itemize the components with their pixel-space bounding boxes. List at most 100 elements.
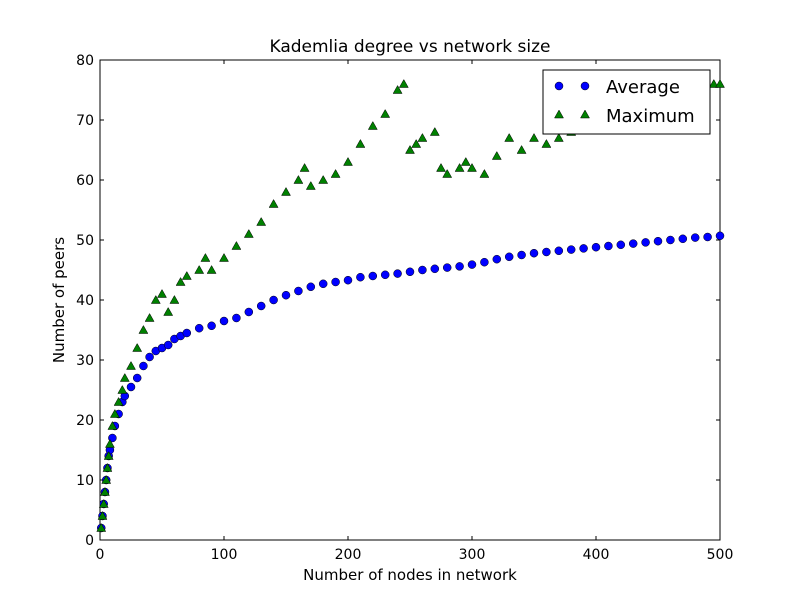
average-point <box>517 250 526 260</box>
maximum-point <box>708 78 719 88</box>
maximum-point <box>97 510 108 520</box>
average-point <box>455 262 464 271</box>
chart-title: Kademlia degree vs network size <box>269 37 550 57</box>
average-point <box>269 295 278 305</box>
maximum-point <box>104 438 115 448</box>
maximum-point <box>405 144 415 154</box>
series-layer <box>96 78 725 533</box>
maximum-point <box>100 486 110 496</box>
maximum-point <box>429 126 440 136</box>
average-point <box>442 263 452 272</box>
average-point <box>703 232 712 242</box>
average-point <box>430 264 440 274</box>
maximum-point <box>343 156 353 166</box>
y-tick-label: 70 <box>76 113 94 129</box>
average-point <box>504 252 514 262</box>
average-point <box>418 265 427 275</box>
maximum-point <box>541 138 552 148</box>
maximum-point <box>293 174 304 184</box>
x-tick-label: 200 <box>335 547 362 563</box>
y-tick-label: 80 <box>76 53 94 69</box>
maximum-point <box>392 84 403 94</box>
maximum-point <box>181 270 192 280</box>
average-point <box>281 290 291 300</box>
maximum-point <box>417 132 428 142</box>
maximum-point <box>117 384 128 394</box>
average-point <box>343 275 353 285</box>
maximum-point <box>442 168 453 178</box>
maximum-point <box>96 522 107 532</box>
average-point <box>145 352 154 362</box>
average-point <box>542 247 551 257</box>
average-point <box>306 282 316 292</box>
maximum-point <box>460 156 471 166</box>
average-point <box>628 239 638 248</box>
average-point <box>244 307 254 317</box>
legend-marker-average <box>580 81 590 91</box>
maximum-point <box>715 78 725 88</box>
x-axis: 0 100 200 300 400 500 <box>96 60 734 563</box>
maximum-point <box>107 420 118 430</box>
average-point <box>207 321 216 331</box>
maximum-point <box>126 360 136 370</box>
maximum-point <box>109 408 120 418</box>
maximum-point <box>318 174 329 184</box>
average-point <box>554 246 564 256</box>
maximum-point <box>467 162 477 172</box>
maximum-point <box>98 498 109 508</box>
average-point <box>139 361 148 371</box>
maximum-point <box>138 324 149 334</box>
average-point <box>653 236 663 246</box>
maximum-point <box>200 252 211 262</box>
y-tick-label: 50 <box>76 233 94 249</box>
maximum-point <box>144 312 155 322</box>
x-tick-label: 500 <box>707 547 734 563</box>
x-tick-label: 100 <box>211 547 238 563</box>
maximum-point <box>504 132 515 142</box>
legend-label-maximum: Maximum <box>606 106 695 127</box>
maximum-point <box>479 168 490 178</box>
average-point <box>616 240 626 250</box>
maximum-point <box>163 306 174 316</box>
maximum-point <box>256 216 267 226</box>
average-point <box>579 244 588 253</box>
maximum-point <box>367 120 378 130</box>
maximum-point <box>169 294 180 304</box>
maximum-point <box>529 132 539 142</box>
y-axis: 0 10 20 30 40 50 60 70 80 <box>76 53 720 549</box>
x-axis-label: Number of nodes in network <box>303 566 517 584</box>
maximum-point <box>194 264 205 274</box>
maximum-point <box>101 474 112 484</box>
maximum-point <box>268 198 279 208</box>
x-tick-label: 300 <box>459 547 486 563</box>
average-point <box>219 316 229 326</box>
maximum-point <box>281 186 291 196</box>
average-point <box>467 260 477 269</box>
maximum-point <box>305 180 316 190</box>
maximum-point <box>436 162 446 172</box>
average-point <box>591 242 601 252</box>
plot-area <box>99 59 721 541</box>
maximum-point <box>454 162 465 172</box>
average-point <box>331 277 340 287</box>
legend-marker-maximum <box>580 109 590 119</box>
average-point <box>604 241 613 251</box>
maximum-point <box>102 462 113 472</box>
average-point <box>368 271 378 281</box>
maximum-point <box>299 162 310 172</box>
average-point <box>356 272 365 282</box>
maximum-point <box>398 78 409 88</box>
average-point <box>405 267 415 277</box>
average-point <box>666 235 675 245</box>
average-point <box>132 373 142 383</box>
maximum-point <box>553 132 564 142</box>
series-average <box>96 231 725 533</box>
legend-label-average: Average <box>606 77 680 98</box>
y-tick-label: 0 <box>85 533 94 549</box>
average-point <box>232 313 241 323</box>
x-tick-label: 400 <box>583 547 610 563</box>
average-point <box>393 269 402 278</box>
average-point <box>182 328 192 338</box>
average-point <box>566 245 576 254</box>
